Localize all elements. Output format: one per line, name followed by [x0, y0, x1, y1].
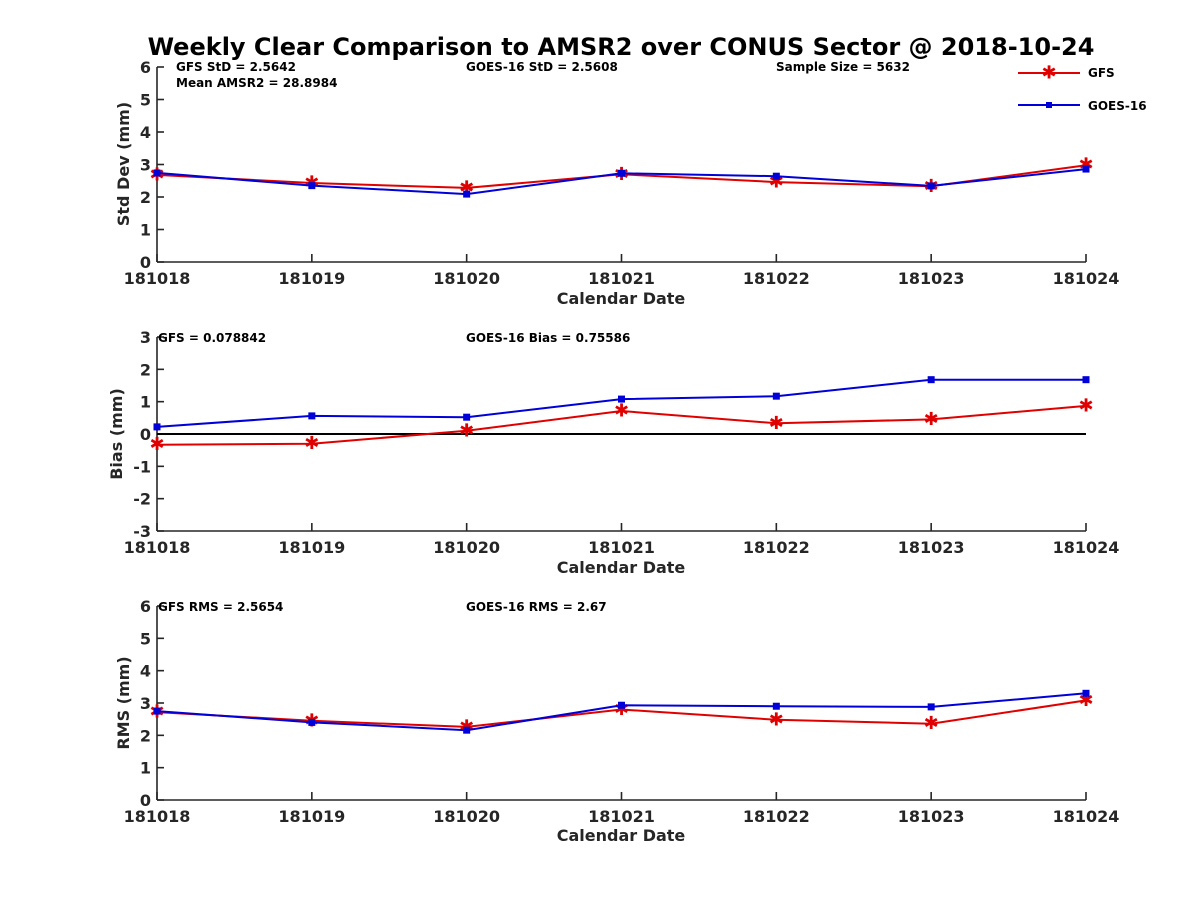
- stddev-xtick-label: 181020: [433, 269, 500, 288]
- bias-xtick-label: 181018: [124, 538, 191, 557]
- rms-ytick-label: 1: [140, 759, 151, 778]
- bias-ytick-label: 0: [140, 425, 151, 444]
- bias-ytick-label: 2: [140, 360, 151, 379]
- rms-goes-point: [927, 703, 935, 711]
- bias-goes-point: [463, 413, 471, 421]
- stddev-ylabel: Std Dev (mm): [114, 102, 133, 226]
- annotation-goes-bias: GOES-16 Bias = 0.75586: [466, 331, 630, 345]
- bias-gfs-line: [156, 404, 1087, 446]
- bias-xlabel: Calendar Date: [557, 558, 686, 577]
- rms-goes-point: [153, 707, 161, 715]
- stddev-ytick-label: 1: [140, 221, 151, 240]
- rms-ytick-label: 2: [140, 726, 151, 745]
- stddev-xtick-label: 181023: [898, 269, 965, 288]
- bias-gfs-point: ✱: [769, 413, 784, 434]
- stddev-xtick-label: 181019: [278, 269, 345, 288]
- rms-gfs-point: ✱: [769, 709, 784, 730]
- bias-ytick-label: 1: [140, 393, 151, 412]
- stddev-goes-point: [772, 172, 780, 180]
- stddev-xlabel: Calendar Date: [557, 289, 686, 308]
- legend: ✱ GFS GOES-16: [1018, 63, 1147, 113]
- bias-gfs-point: ✱: [1078, 395, 1093, 416]
- stddev-xtick-label: 181024: [1053, 269, 1120, 288]
- annotation-goes-std: GOES-16 StD = 2.5608: [466, 60, 618, 74]
- stddev-xtick-label: 181021: [588, 269, 655, 288]
- figure-title: Weekly Clear Comparison to AMSR2 over CO…: [148, 33, 1095, 61]
- rms-goes-point: [1082, 689, 1090, 697]
- stddev-ytick-label: 2: [140, 188, 151, 207]
- bias-xtick-label: 181021: [588, 538, 655, 557]
- bias-gfs-point: ✱: [614, 401, 629, 422]
- legend-goes-marker: [1046, 102, 1052, 108]
- stddev-panel: 0 1 2 3 4 5 6 181018 181019 181020 181021 181022 181…: [114, 58, 1119, 308]
- annotation-gfs-rms: GFS RMS = 2.5654: [158, 600, 283, 614]
- rms-xtick-label: 181023: [898, 807, 965, 826]
- bias-goes-point: [1082, 376, 1090, 384]
- rms-xtick-label: 181021: [588, 807, 655, 826]
- rms-goes-point: [463, 726, 471, 734]
- annotation-gfs-bias: GFS = 0.078842: [158, 331, 266, 345]
- stddev-ytick-label: 4: [140, 123, 151, 142]
- rms-ytick-label: 3: [140, 694, 151, 713]
- stddev-ytick-label: 5: [140, 91, 151, 110]
- legend-gfs-marker: ✱: [1041, 63, 1056, 84]
- bias-xtick-label: 181019: [278, 538, 345, 557]
- legend-goes-label: GOES-16: [1088, 99, 1147, 113]
- rms-gfs-point: ✱: [1078, 690, 1093, 711]
- bias-gfs-point: ✱: [304, 433, 319, 454]
- stddev-xtick-label: 181018: [124, 269, 191, 288]
- stddev-ytick-label: 0: [140, 253, 151, 272]
- rms-goes-point: [618, 701, 625, 709]
- rms-ytick-label: 4: [140, 662, 151, 681]
- bias-ytick-label: -3: [133, 522, 151, 541]
- rms-xlabel: Calendar Date: [557, 826, 686, 845]
- rms-gfs-point: ✱: [614, 699, 629, 720]
- bias-panel: -3 -2 -1 0 1 2 3 181018 181019 181020 181021 181022…: [107, 328, 1119, 577]
- bias-gfs-point: ✱: [459, 420, 474, 441]
- stddev-goes-point: [1082, 165, 1090, 173]
- rms-goes-point: [772, 702, 780, 710]
- stddev-goes-point: [153, 169, 161, 177]
- bias-goes-point: [153, 423, 161, 431]
- rms-panel: 0 1 2 3 4 5 6 181018 181019 181020 181021 181022 181…: [114, 597, 1119, 845]
- annotation-gfs-std: GFS StD = 2.5642: [176, 60, 296, 74]
- legend-gfs-label: GFS: [1088, 66, 1115, 80]
- bias-xtick-label: 181024: [1053, 538, 1120, 557]
- bias-ylabel: Bias (mm): [107, 388, 126, 480]
- bias-goes-point: [772, 392, 780, 400]
- annotation-mean-amsr2: Mean AMSR2 = 28.8984: [176, 76, 337, 90]
- rms-ylabel: RMS (mm): [114, 656, 133, 749]
- rms-xtick-label: 181020: [433, 807, 500, 826]
- annotation-goes-rms: GOES-16 RMS = 2.67: [466, 600, 607, 614]
- rms-xtick-label: 181024: [1053, 807, 1120, 826]
- bias-gfs-point: ✱: [924, 409, 939, 430]
- stddev-xtick-label: 181022: [743, 269, 810, 288]
- stddev-goes-point: [308, 182, 316, 190]
- bias-ytick-label: -1: [133, 457, 151, 476]
- stddev-ytick-label: 6: [140, 58, 151, 77]
- bias-xtick-label: 181023: [898, 538, 965, 557]
- stddev-ytick-label: 3: [140, 156, 151, 175]
- stddev-goes-point: [618, 169, 625, 177]
- bias-ytick-label: -2: [133, 490, 151, 509]
- bias-gfs-point: ✱: [149, 434, 164, 455]
- annotation-sample-size: Sample Size = 5632: [776, 60, 910, 74]
- stddev-goes-point: [927, 182, 935, 190]
- bias-goes-point: [308, 412, 316, 420]
- rms-ytick-label: 5: [140, 629, 151, 648]
- rms-xtick-label: 181022: [743, 807, 810, 826]
- bias-xtick-label: 181020: [433, 538, 500, 557]
- rms-xtick-label: 181019: [278, 807, 345, 826]
- rms-xtick-label: 181018: [124, 807, 191, 826]
- rms-goes-point: [308, 718, 316, 726]
- rms-ytick-label: 6: [140, 597, 151, 616]
- bias-goes-point: [618, 395, 625, 403]
- bias-goes-point: [927, 376, 935, 384]
- bias-xtick-label: 181022: [743, 538, 810, 557]
- stddev-goes-point: [463, 190, 471, 198]
- rms-ytick-label: 0: [140, 791, 151, 810]
- rms-gfs-point: ✱: [924, 713, 939, 734]
- bias-ytick-label: 3: [140, 328, 151, 347]
